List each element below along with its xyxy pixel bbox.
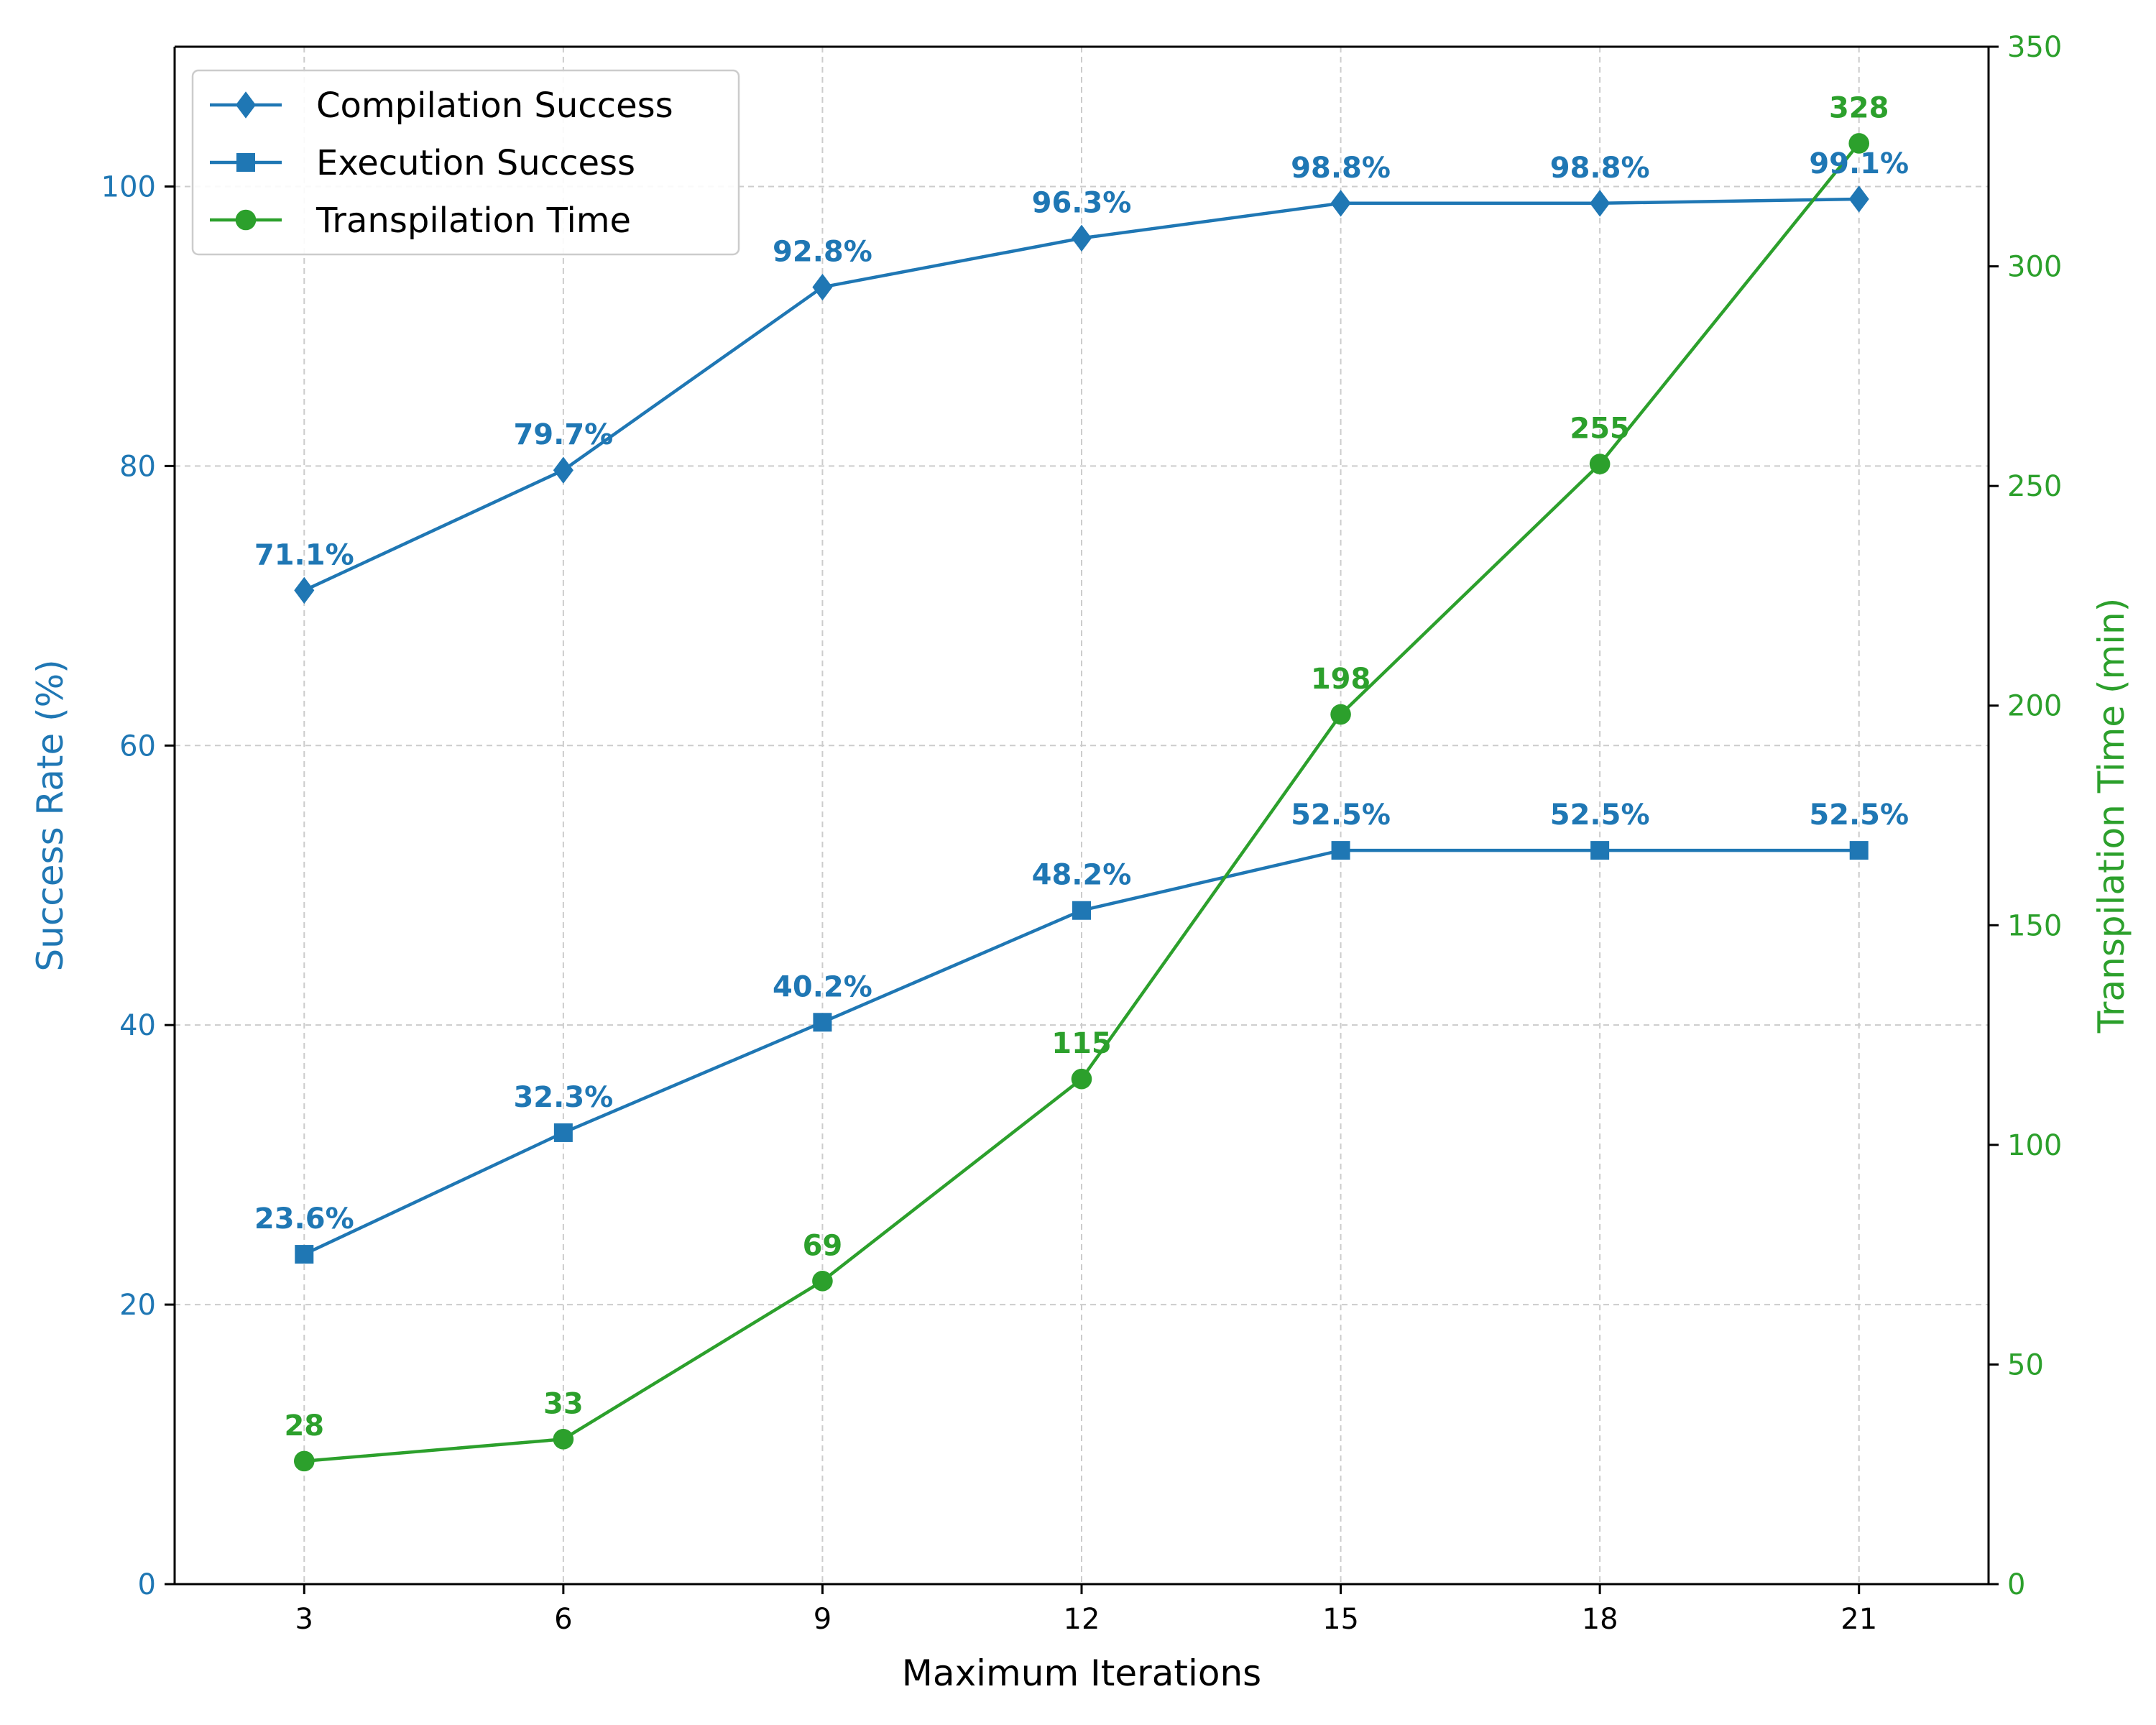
y-right-axis-title: Transpilation Time (min) <box>2091 598 2132 1034</box>
diamond-marker <box>1590 190 1611 217</box>
data-label: 33 <box>543 1387 584 1420</box>
legend-box <box>191 69 740 256</box>
square-marker <box>236 153 255 172</box>
data-label: 328 <box>1829 91 1889 124</box>
x-tick-label: 3 <box>295 1603 313 1636</box>
x-tick-label: 9 <box>814 1603 831 1636</box>
grid <box>175 47 1989 1585</box>
x-axis-title: Maximum Iterations <box>902 1652 1261 1694</box>
diamond-marker <box>1330 190 1351 217</box>
series-transpilation-time <box>293 133 1870 1472</box>
circle-marker <box>1071 1068 1092 1090</box>
data-label: 69 <box>803 1229 843 1262</box>
square-marker <box>1331 841 1350 860</box>
series-compilation-success <box>294 185 1869 604</box>
y-right-tick-label: 200 <box>2007 690 2062 723</box>
data-label: 52.5% <box>1550 799 1650 832</box>
y-right-tick-label: 150 <box>2007 909 2062 942</box>
circle-marker <box>1330 704 1351 725</box>
square-marker <box>1849 841 1869 860</box>
data-label: 32.3% <box>513 1081 613 1114</box>
data-label: 48.2% <box>1032 859 1132 892</box>
data-label: 98.8% <box>1550 152 1650 185</box>
diamond-marker <box>1848 185 1869 213</box>
y-left-tick-label: 80 <box>119 450 156 483</box>
data-label: 79.7% <box>513 418 613 451</box>
data-label: 28 <box>284 1409 324 1443</box>
diamond-marker <box>235 91 257 119</box>
x-tick-label: 15 <box>1322 1603 1359 1636</box>
y-right-tick-label: 300 <box>2007 251 2062 284</box>
data-label: 96.3% <box>1032 186 1132 219</box>
legend-label: Execution Success <box>316 143 635 183</box>
x-tick-label: 18 <box>1582 1603 1618 1636</box>
circle-marker <box>553 1429 574 1450</box>
y-right-tick-label: 350 <box>2007 31 2062 64</box>
square-marker <box>295 1245 314 1264</box>
circle-marker <box>293 1450 315 1472</box>
square-marker <box>1072 901 1091 920</box>
diamond-marker <box>1071 224 1092 252</box>
data-label: 98.8% <box>1291 152 1391 185</box>
data-label: 71.1% <box>254 538 354 571</box>
y-right-tick-label: 50 <box>2007 1348 2044 1381</box>
data-label: 115 <box>1051 1027 1112 1060</box>
y-right-tick-label: 250 <box>2007 470 2062 503</box>
data-label: 198 <box>1311 663 1371 696</box>
square-marker <box>813 1013 832 1032</box>
data-label: 92.8% <box>773 235 872 268</box>
legend-label: Compilation Success <box>316 86 673 126</box>
diamond-marker <box>294 576 315 604</box>
diamond-marker <box>553 456 573 484</box>
square-marker <box>1590 841 1610 860</box>
data-label: 52.5% <box>1809 799 1909 832</box>
series-execution-success <box>295 841 1869 1264</box>
axes: 3 6 9 12 15 18 2102040608010005010015020025030… <box>29 31 2132 1694</box>
series-layer <box>293 133 1870 1472</box>
data-label: 40.2% <box>773 970 872 1003</box>
circle-marker <box>1848 133 1870 154</box>
legend-item: Execution Success <box>210 143 635 183</box>
legend-item: Transpilation Time <box>210 201 631 241</box>
y-left-tick-label: 60 <box>119 730 156 763</box>
x-tick-label: 21 <box>1841 1603 1877 1636</box>
circle-marker <box>812 1271 833 1292</box>
x-tick-label: 6 <box>554 1603 572 1636</box>
legend-label: Transpilation Time <box>315 201 631 241</box>
square-marker <box>553 1123 573 1142</box>
y-left-tick-label: 20 <box>119 1289 156 1322</box>
y-right-tick-label: 100 <box>2007 1129 2062 1162</box>
diamond-marker <box>812 273 833 301</box>
x-tick-label: 12 <box>1064 1603 1100 1636</box>
data-label: 255 <box>1570 413 1630 446</box>
legend: Compilation Success Execution Success Tran… <box>191 69 740 256</box>
y-right-tick-label: 0 <box>2007 1568 2025 1601</box>
y-left-tick-label: 40 <box>119 1009 156 1042</box>
legend-item: Compilation Success <box>210 86 673 126</box>
data-label: 52.5% <box>1291 799 1391 832</box>
circle-marker <box>1589 454 1611 474</box>
y-left-tick-label: 0 <box>138 1568 156 1601</box>
data-label: 23.6% <box>254 1202 354 1236</box>
y-left-axis-title: Success Rate (%) <box>29 659 71 971</box>
data-labels: 71.1% 79.7% 92.8% 96.3% 98.8% 98.8% 99.1% 23.6%… <box>254 91 1909 1442</box>
circle-marker <box>235 209 257 231</box>
y-left-tick-label: 100 <box>101 170 156 203</box>
data-label: 99.1% <box>1809 147 1909 180</box>
